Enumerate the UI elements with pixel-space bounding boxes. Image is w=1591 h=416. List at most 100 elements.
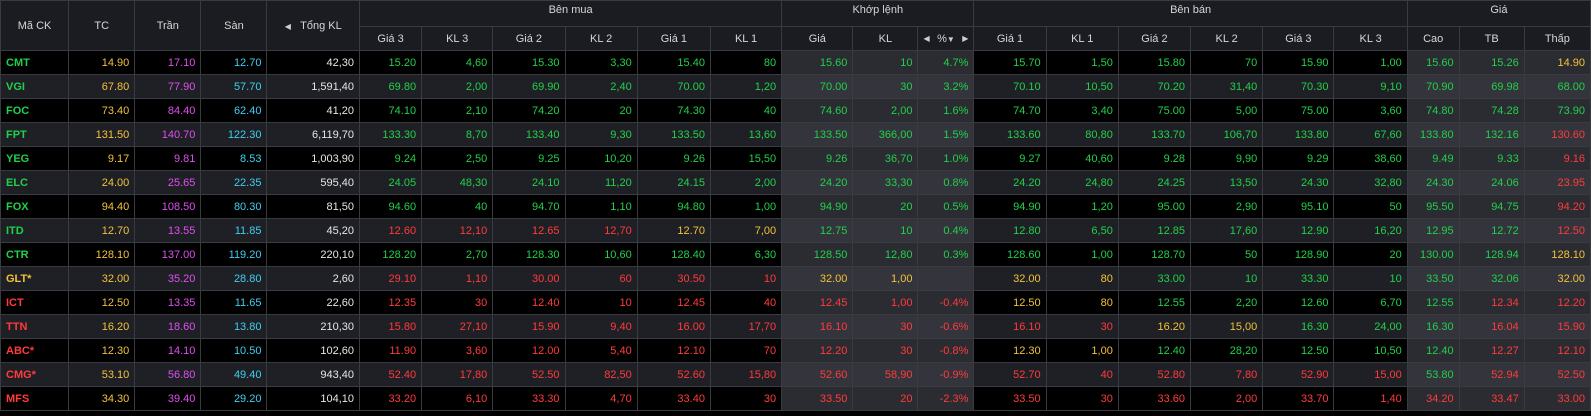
symbol-cell[interactable]: VGI <box>0 74 70 99</box>
table-row[interactable]: FPT 131.50 140.70 122.30 6,119,70 133.30 8,70 1… <box>0 122 1591 147</box>
symbol-cell[interactable]: FPT <box>0 122 70 147</box>
table-row[interactable]: ABC* 12.30 14.10 10.50 102,60 11.90 3,60 12.00 5… <box>0 338 1591 363</box>
col-header-symbol[interactable]: Mã CK <box>0 0 70 51</box>
bid2-price-cell: 12.00 <box>492 338 566 363</box>
table-row[interactable]: CTR 128.10 137.00 119.20 220,10 128.20 2,70 128… <box>0 242 1591 267</box>
bid1-volume-cell: 30 <box>709 386 783 411</box>
table-row[interactable]: MFS 34.30 39.40 29.20 104,10 33.20 6,10 33.30 4,… <box>0 386 1591 411</box>
ask1-volume-cell: 1,00 <box>1045 242 1119 267</box>
symbol-cell[interactable]: CMG* <box>0 362 70 387</box>
col-header-bid3[interactable]: Giá 3 <box>359 26 423 51</box>
table-row[interactable]: ELC 24.00 25.65 22.35 595,40 24.05 48,30 24.10 1… <box>0 170 1591 195</box>
match-price-cell: 133.50 <box>781 122 854 147</box>
symbol-cell[interactable]: YEG <box>0 146 70 171</box>
table-row[interactable]: ICT 12.50 13.35 11.65 22,60 12.35 30 12.40 10 12.… <box>0 290 1591 315</box>
col-header-ceiling[interactable]: Trần <box>134 0 202 51</box>
symbol-cell[interactable]: ITD <box>0 218 70 243</box>
bid1-price-cell: 12.70 <box>636 218 711 243</box>
col-header-ask2[interactable]: Giá 2 <box>1117 26 1192 51</box>
low-price-cell: 94.20 <box>1523 194 1591 219</box>
col-header-low[interactable]: Thấp <box>1523 26 1591 51</box>
ask1-price-cell: 33.50 <box>973 386 1047 411</box>
ask3-volume-cell: 16,20 <box>1333 218 1408 243</box>
bid3-volume-cell: 2,50 <box>421 146 494 171</box>
col-header-askvol1[interactable]: KL 1 <box>1045 26 1119 51</box>
total-volume-cell: 6,119,70 <box>266 122 361 147</box>
bid3-volume-cell: 1,10 <box>421 266 494 291</box>
bid3-price-cell: 29.10 <box>359 266 423 291</box>
ceiling-price-cell: 9.81 <box>134 146 202 171</box>
table-row[interactable]: GLT* 32.00 35.20 28.80 2,60 29.10 1,10 30.00 60 3… <box>0 266 1591 291</box>
col-header-total-volume[interactable]: ◀ Tổng KL <box>266 0 361 51</box>
bid3-volume-cell: 3,60 <box>421 338 494 363</box>
col-header-ask1[interactable]: Giá 1 <box>973 26 1047 51</box>
table-row[interactable]: CMG* 53.10 56.80 49.40 943,40 52.40 17,80 52.50… <box>0 362 1591 387</box>
ask3-volume-cell: 10 <box>1333 266 1408 291</box>
symbol-cell[interactable]: CTR <box>0 242 70 267</box>
bid3-price-cell: 15.20 <box>359 50 423 75</box>
col-header-askvol2[interactable]: KL 2 <box>1190 26 1264 51</box>
bid1-price-cell: 12.10 <box>636 338 711 363</box>
ask1-volume-cell: 30 <box>1045 314 1119 339</box>
table-row[interactable]: YEG 9.17 9.81 8.53 1,003,90 9.24 2,50 9.25 10,20… <box>0 146 1591 171</box>
avg-price-cell: 12.72 <box>1458 218 1525 243</box>
symbol-cell[interactable]: TTN <box>0 314 70 339</box>
bid3-price-cell: 74.10 <box>359 98 423 123</box>
col-header-bidvol1[interactable]: KL 1 <box>709 26 783 51</box>
col-header-ref[interactable]: TC <box>68 0 136 51</box>
col-header-bid2[interactable]: Giá 2 <box>492 26 566 51</box>
high-price-cell: 70.90 <box>1406 74 1460 99</box>
ask1-volume-cell: 1,50 <box>1045 50 1119 75</box>
ask2-volume-cell: 2,00 <box>1190 386 1264 411</box>
ask1-price-cell: 128.60 <box>973 242 1047 267</box>
col-header-avg[interactable]: TB <box>1458 26 1525 51</box>
col-header-bid1[interactable]: Giá 1 <box>636 26 711 51</box>
col-header-match-price[interactable]: Giá <box>781 26 854 51</box>
symbol-cell[interactable]: ELC <box>0 170 70 195</box>
pct-next-icon[interactable]: ▶ <box>962 34 969 43</box>
table-row[interactable]: FOC 73.40 84.40 62.40 41,20 74.10 2,10 74.20 20 7… <box>0 98 1591 123</box>
scroll-left-icon[interactable]: ◀ <box>284 21 291 31</box>
ask1-volume-cell: 40,60 <box>1045 146 1119 171</box>
symbol-cell[interactable]: FOC <box>0 98 70 123</box>
ref-price-cell: 12.50 <box>68 290 136 315</box>
col-header-askvol3[interactable]: KL 3 <box>1333 26 1408 51</box>
table-row[interactable]: ITD 12.70 13.55 11.85 45,20 12.60 12,10 12.65 12… <box>0 218 1591 243</box>
table-row[interactable]: FOX 94.40 108.50 80.30 81,50 94.60 40 94.70 1,10… <box>0 194 1591 219</box>
match-pct-cell: -0.6% <box>917 314 975 339</box>
ceiling-price-cell: 17.10 <box>134 50 202 75</box>
pct-label: % <box>937 32 947 45</box>
symbol-cell[interactable]: ICT <box>0 290 70 315</box>
col-header-match-volume[interactable]: KL <box>852 26 919 51</box>
col-header-floor[interactable]: Sàn <box>200 0 268 51</box>
ask3-volume-cell: 67,60 <box>1333 122 1408 147</box>
col-header-ask3[interactable]: Giá 3 <box>1262 26 1335 51</box>
bid1-volume-cell: 40 <box>709 98 783 123</box>
low-price-cell: 15.90 <box>1523 314 1591 339</box>
high-price-cell: 33.50 <box>1406 266 1460 291</box>
bid2-price-cell: 69.90 <box>492 74 566 99</box>
col-header-bidvol3[interactable]: KL 3 <box>421 26 494 51</box>
high-price-cell: 74.80 <box>1406 98 1460 123</box>
col-header-bidvol2[interactable]: KL 2 <box>564 26 638 51</box>
table-row[interactable]: TTN 16.20 18.60 13.80 210,30 15.80 27,10 15.90 9… <box>0 314 1591 339</box>
bid1-volume-cell: 70 <box>709 338 783 363</box>
group-header-sell: Bên bán <box>973 0 1408 27</box>
table-row[interactable]: VGI 67.80 77.90 57.70 1,591,40 69.80 2,00 69.90… <box>0 74 1591 99</box>
col-header-high[interactable]: Cao <box>1406 26 1460 51</box>
ceiling-price-cell: 140.70 <box>134 122 202 147</box>
symbol-cell[interactable]: CMT <box>0 50 70 75</box>
symbol-cell[interactable]: MFS <box>0 386 70 411</box>
bid3-price-cell: 33.20 <box>359 386 423 411</box>
symbol-cell[interactable]: GLT* <box>0 266 70 291</box>
ref-price-cell: 53.10 <box>68 362 136 387</box>
ask3-price-cell: 75.00 <box>1262 98 1335 123</box>
symbol-cell[interactable]: ABC* <box>0 338 70 363</box>
pct-prev-icon[interactable]: ◀ <box>923 34 930 43</box>
sort-desc-icon[interactable]: ▼ <box>946 34 955 44</box>
low-price-cell: 33.00 <box>1523 386 1591 411</box>
table-row[interactable]: CMT 14.90 17.10 12.70 42,30 15.20 4,60 15.30 3,3… <box>0 50 1591 75</box>
symbol-cell[interactable]: FOX <box>0 194 70 219</box>
col-header-match-pct[interactable]: ◀ %▼ ▶ <box>917 26 975 51</box>
ceiling-price-cell: 25.65 <box>134 170 202 195</box>
